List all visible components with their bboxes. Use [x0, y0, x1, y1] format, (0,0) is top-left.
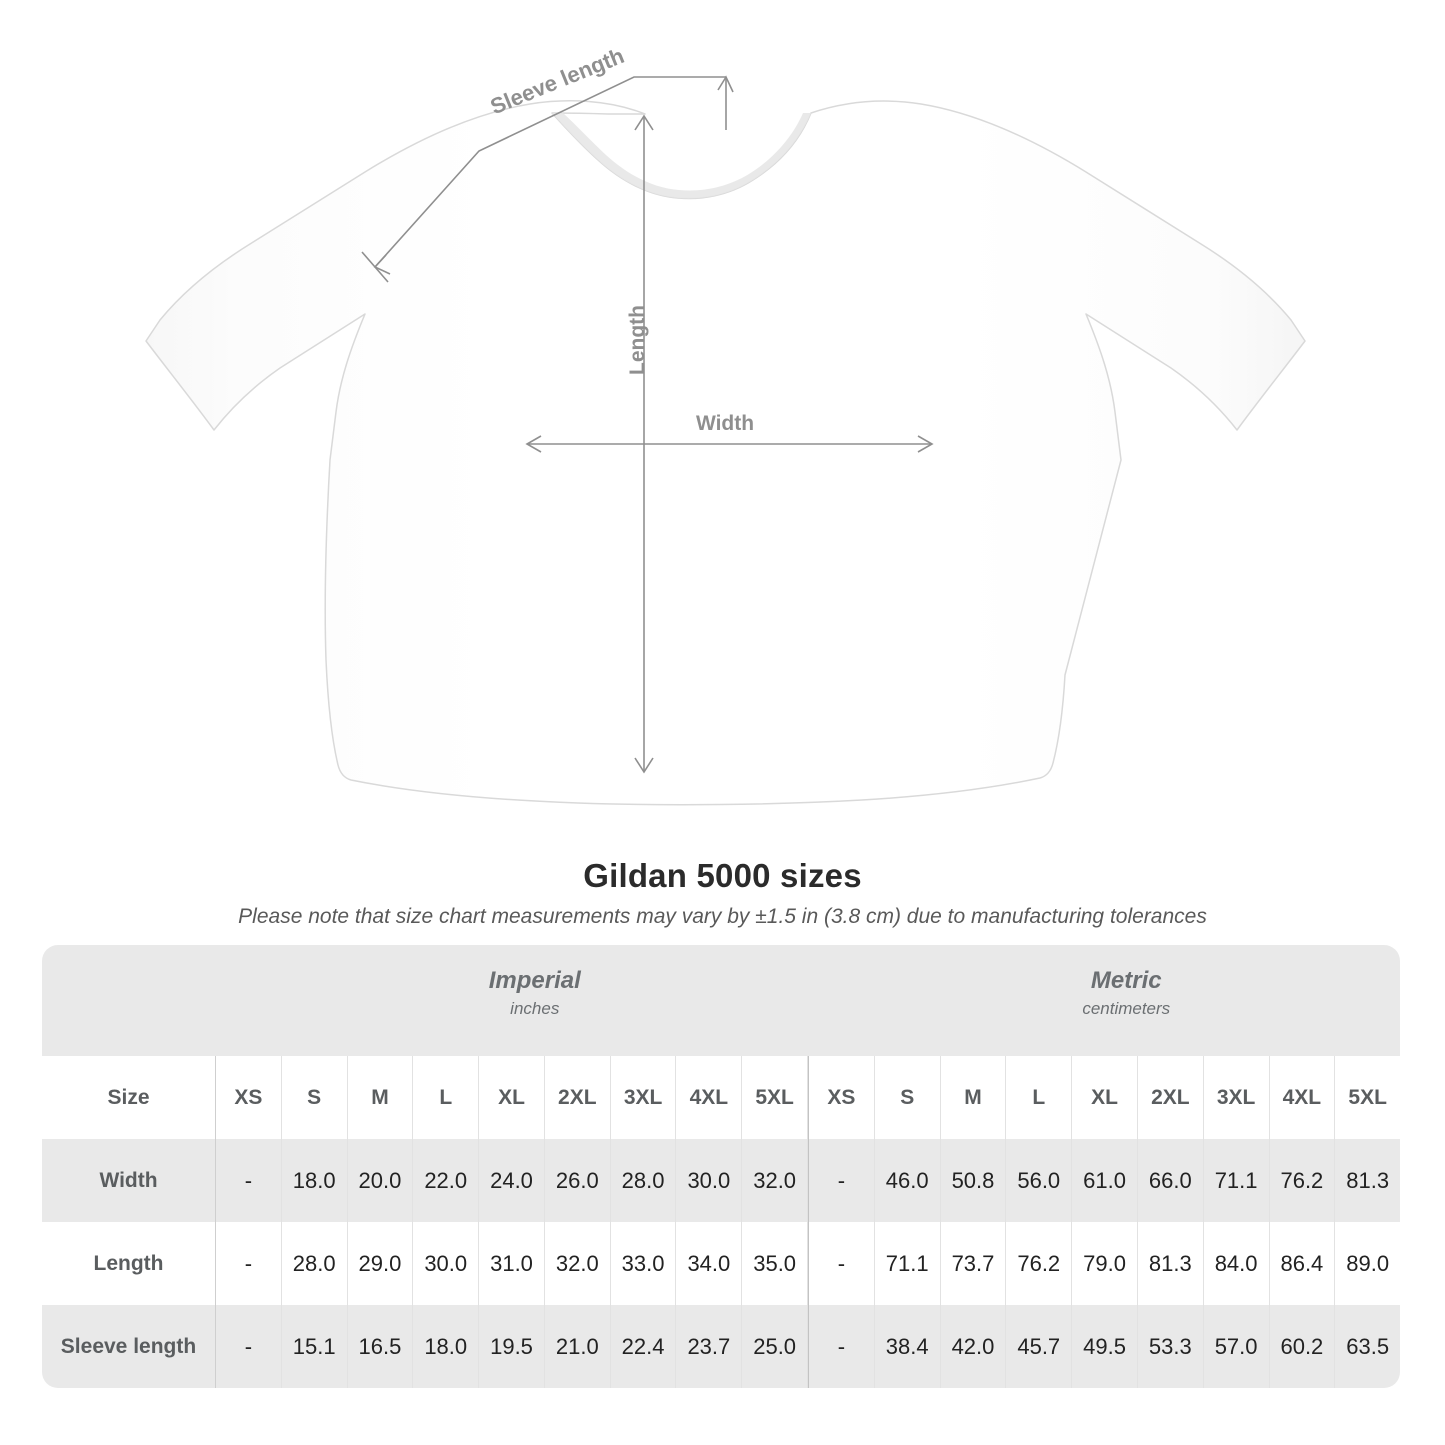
svg-text:Width: Width — [696, 412, 754, 435]
svg-text:Length: Length — [626, 305, 649, 375]
